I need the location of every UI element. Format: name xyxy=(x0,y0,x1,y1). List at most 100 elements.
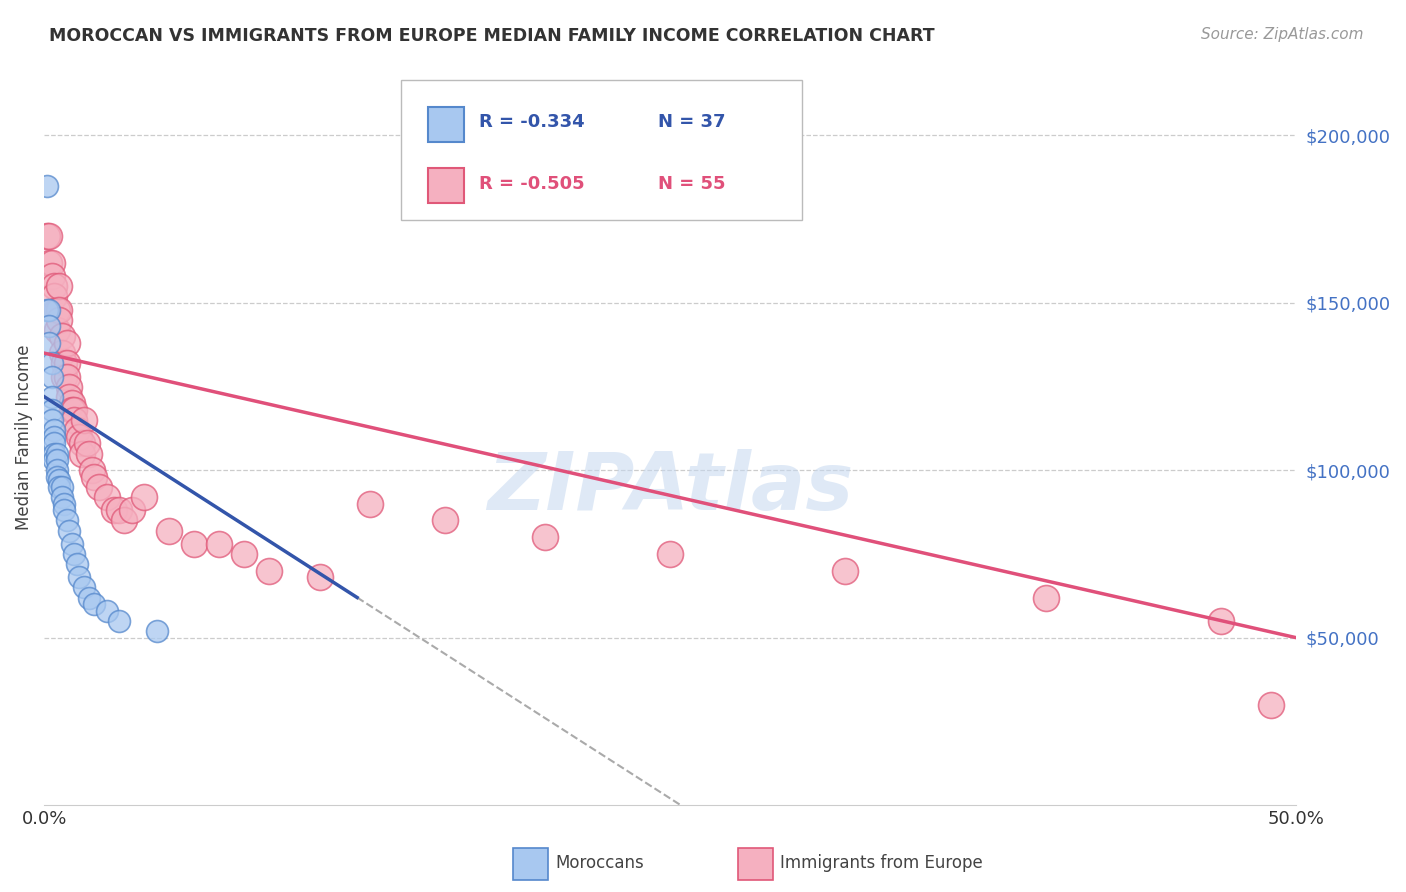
Point xyxy=(58,390,80,404)
Text: Source: ZipAtlas.com: Source: ZipAtlas.com xyxy=(1201,27,1364,42)
Point xyxy=(38,336,60,351)
Point xyxy=(1260,698,1282,712)
Point xyxy=(146,624,169,638)
Point xyxy=(53,497,76,511)
Point xyxy=(41,390,63,404)
Point xyxy=(51,346,73,360)
Point xyxy=(48,473,70,487)
Point xyxy=(45,323,67,337)
Point xyxy=(42,436,65,450)
Point xyxy=(35,228,58,243)
Point xyxy=(1035,591,1057,605)
FancyBboxPatch shape xyxy=(429,107,464,142)
Point xyxy=(41,369,63,384)
Point xyxy=(42,423,65,437)
Y-axis label: Median Family Income: Median Family Income xyxy=(15,344,32,530)
Point xyxy=(433,514,456,528)
Point xyxy=(48,279,70,293)
Point xyxy=(233,547,256,561)
Point xyxy=(41,256,63,270)
Point xyxy=(76,436,98,450)
Point xyxy=(51,480,73,494)
Point xyxy=(35,302,58,317)
Point xyxy=(89,480,111,494)
Point xyxy=(53,356,76,370)
Point xyxy=(103,503,125,517)
Point xyxy=(41,403,63,417)
Point xyxy=(66,423,89,437)
Point xyxy=(60,396,83,410)
Point xyxy=(96,604,118,618)
Point xyxy=(208,537,231,551)
Point xyxy=(534,530,557,544)
Point xyxy=(77,446,100,460)
Point xyxy=(834,564,856,578)
Point xyxy=(45,470,67,484)
Point xyxy=(121,503,143,517)
Point xyxy=(66,557,89,571)
Point xyxy=(42,453,65,467)
Point xyxy=(70,446,93,460)
Point xyxy=(80,463,103,477)
Point xyxy=(63,413,86,427)
Point xyxy=(108,503,131,517)
Point xyxy=(41,356,63,370)
Point xyxy=(96,490,118,504)
Point xyxy=(157,524,180,538)
Text: Moroccans: Moroccans xyxy=(555,855,644,872)
Point xyxy=(73,413,96,427)
Point xyxy=(48,302,70,317)
Point xyxy=(42,446,65,460)
Point xyxy=(35,178,58,193)
Text: MOROCCAN VS IMMIGRANTS FROM EUROPE MEDIAN FAMILY INCOME CORRELATION CHART: MOROCCAN VS IMMIGRANTS FROM EUROPE MEDIA… xyxy=(49,27,935,45)
Point xyxy=(308,570,330,584)
Point xyxy=(83,597,105,611)
Point xyxy=(38,319,60,334)
Point xyxy=(183,537,205,551)
Point xyxy=(41,413,63,427)
Point xyxy=(134,490,156,504)
Text: Immigrants from Europe: Immigrants from Europe xyxy=(780,855,983,872)
Point xyxy=(42,289,65,303)
Point xyxy=(77,591,100,605)
Point xyxy=(58,379,80,393)
Point xyxy=(63,403,86,417)
Point xyxy=(55,514,77,528)
Point xyxy=(51,329,73,343)
Point xyxy=(112,514,135,528)
Point xyxy=(41,269,63,284)
Point xyxy=(55,336,77,351)
Point xyxy=(659,547,682,561)
Point xyxy=(45,302,67,317)
Point xyxy=(67,570,90,584)
Text: R = -0.505: R = -0.505 xyxy=(478,175,585,194)
Point xyxy=(51,490,73,504)
Point xyxy=(38,228,60,243)
Point xyxy=(38,256,60,270)
Point xyxy=(45,463,67,477)
Point xyxy=(38,302,60,317)
FancyBboxPatch shape xyxy=(401,79,801,219)
Point xyxy=(67,430,90,444)
Text: R = -0.334: R = -0.334 xyxy=(478,113,585,131)
Point xyxy=(45,453,67,467)
Point xyxy=(53,503,76,517)
Point xyxy=(108,614,131,628)
FancyBboxPatch shape xyxy=(429,168,464,203)
Point xyxy=(70,436,93,450)
Point xyxy=(73,581,96,595)
Point xyxy=(63,547,86,561)
Point xyxy=(55,356,77,370)
Point xyxy=(45,446,67,460)
Point xyxy=(60,537,83,551)
Point xyxy=(259,564,281,578)
Point xyxy=(53,369,76,384)
Text: N = 37: N = 37 xyxy=(658,113,725,131)
Text: N = 55: N = 55 xyxy=(658,175,725,194)
Point xyxy=(359,497,381,511)
Point xyxy=(60,403,83,417)
Point xyxy=(42,430,65,444)
Point xyxy=(42,279,65,293)
Point xyxy=(48,312,70,326)
Point xyxy=(83,470,105,484)
